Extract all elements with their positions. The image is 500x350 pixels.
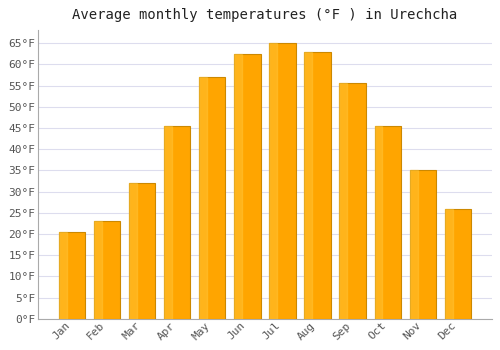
Bar (129, 183, 137, 319)
Bar (444, 209, 471, 319)
Bar (58, 232, 66, 319)
Bar (304, 52, 330, 319)
Bar (129, 183, 155, 319)
Bar (304, 52, 312, 319)
Bar (199, 77, 226, 319)
Bar (444, 209, 452, 319)
Bar (58, 232, 85, 319)
Bar (270, 43, 295, 319)
Bar (94, 221, 120, 319)
Bar (199, 77, 207, 319)
Bar (234, 54, 242, 319)
Bar (340, 83, 366, 319)
Bar (270, 43, 277, 319)
Bar (164, 126, 190, 319)
Bar (410, 170, 436, 319)
Bar (234, 54, 260, 319)
Bar (340, 83, 347, 319)
Bar (164, 126, 172, 319)
Bar (374, 126, 382, 319)
Title: Average monthly temperatures (°F ) in Urechcha: Average monthly temperatures (°F ) in Ur… (72, 8, 458, 22)
Bar (374, 126, 401, 319)
Bar (94, 221, 102, 319)
Bar (410, 170, 418, 319)
